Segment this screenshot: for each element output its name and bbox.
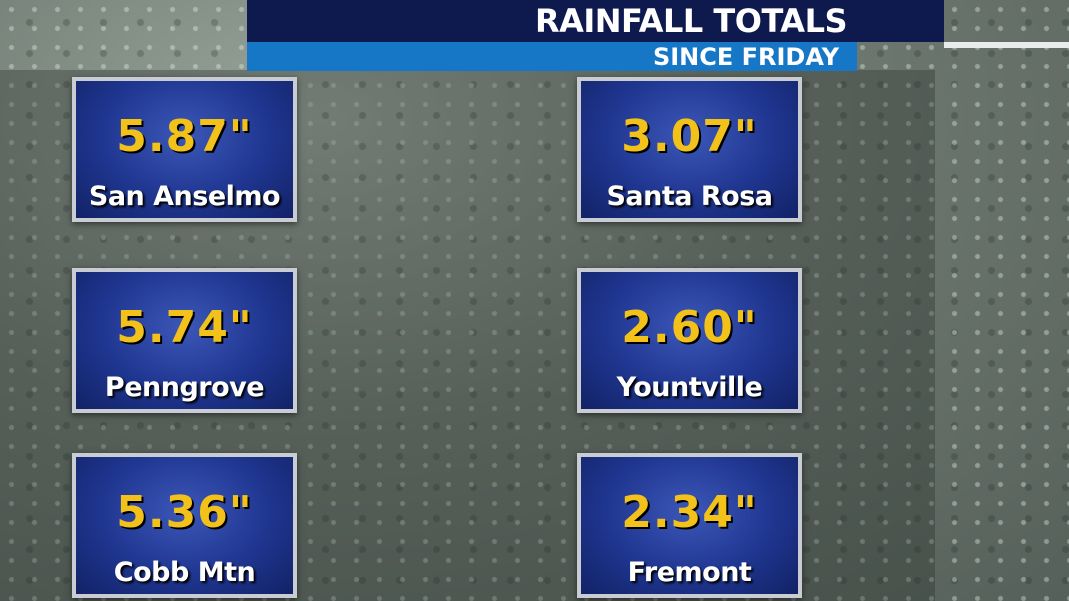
rain-card: 5.36" Cobb Mtn [72, 453, 297, 598]
rain-card: 3.07" Santa Rosa [577, 77, 802, 222]
rain-total: 5.36" [116, 487, 253, 538]
location-name: Penngrove [104, 372, 265, 403]
title-bar: RAINFALL TOTALS [247, 0, 944, 42]
location-name: San Anselmo [88, 181, 281, 212]
rain-card: 2.34" Fremont [577, 453, 802, 598]
rain-card: 5.87" San Anselmo [72, 77, 297, 222]
accent-strip [944, 42, 1069, 48]
location-name: Cobb Mtn [113, 557, 256, 588]
rain-total: 2.34" [621, 487, 758, 538]
location-name: Fremont [627, 557, 752, 588]
rain-card: 2.60" Yountville [577, 268, 802, 413]
rain-card: 5.74" Penngrove [72, 268, 297, 413]
subtitle-bar: SINCE FRIDAY [247, 42, 857, 71]
rain-total: 3.07" [621, 111, 758, 162]
rain-total: 5.87" [116, 111, 253, 162]
location-name: Santa Rosa [606, 181, 773, 212]
rain-total: 5.74" [116, 302, 253, 353]
location-name: Yountville [616, 372, 763, 403]
rain-total: 2.60" [621, 302, 758, 353]
